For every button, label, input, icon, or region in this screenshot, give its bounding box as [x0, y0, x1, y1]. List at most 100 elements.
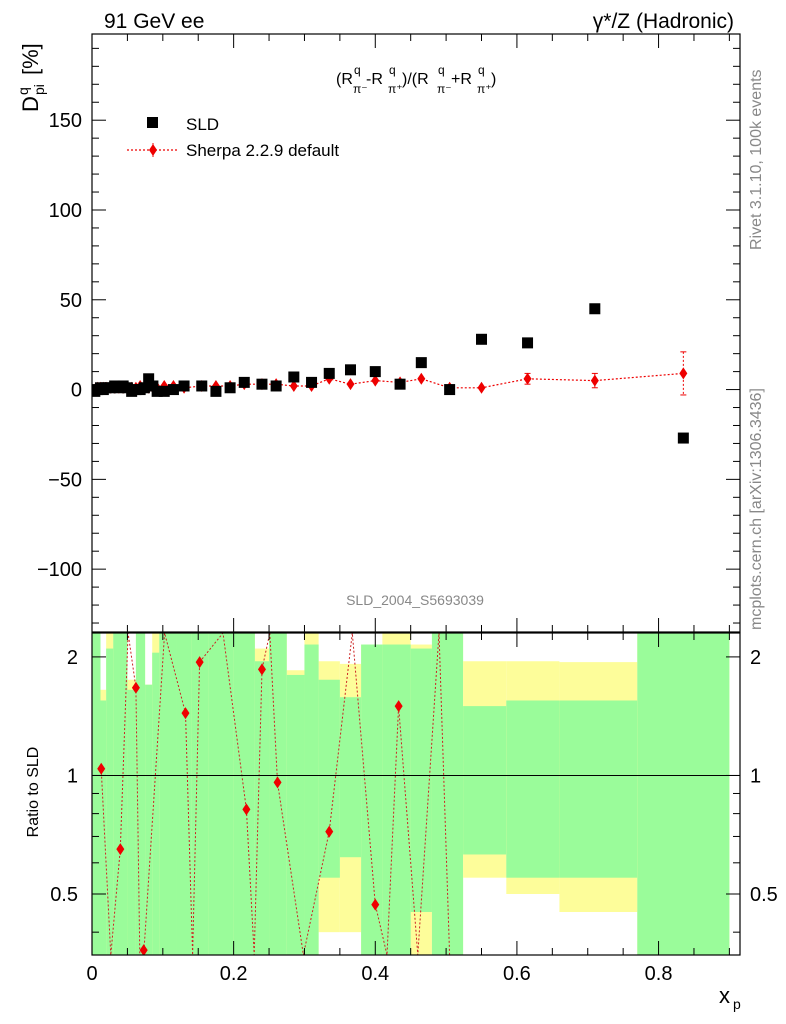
ratio-band-inner	[269, 633, 287, 955]
svg-text:π⁻: π⁻	[353, 82, 368, 96]
mc-point	[679, 367, 688, 380]
main-marks	[92, 303, 689, 444]
sld-point	[224, 382, 236, 394]
ratio-band-inner	[410, 648, 432, 913]
ratio-ticks: 0 0.2 0.4 0.6 0.8 2 2 1 1 0.5 0.5	[50, 633, 778, 985]
y-tick-label: 0	[71, 380, 82, 402]
ratio-band-inner	[191, 633, 209, 955]
mc-point	[371, 374, 380, 387]
svg-text:[%]: [%]	[18, 43, 43, 75]
mc-point	[590, 374, 599, 387]
sld-point	[394, 378, 406, 390]
ratio-band-inner	[339, 697, 362, 858]
x-tick-label: 0.2	[220, 963, 248, 985]
main-frame	[91, 33, 741, 633]
formula-title: (R q π⁻ -R q π⁺ )/(R q π⁻ +R q π⁺ )	[336, 63, 496, 96]
ratio-marks	[92, 633, 740, 955]
ratio-band-inner	[159, 633, 177, 955]
y-tick-label: −50	[48, 469, 82, 491]
ratio-mc-point	[371, 898, 380, 911]
ratio-mc-point	[131, 681, 140, 694]
svg-text:): )	[491, 71, 496, 88]
ratio-band-inner	[208, 633, 234, 955]
x-tick-label: 0.4	[361, 963, 389, 985]
mc-point	[346, 378, 355, 391]
sld-point	[344, 364, 356, 376]
ratio-band-inner	[113, 633, 128, 955]
sld-point	[151, 385, 163, 397]
ratio-mc-point	[195, 656, 204, 669]
mc-point	[477, 381, 486, 394]
sld-point	[210, 385, 222, 397]
sld-point	[369, 366, 381, 378]
mc-point	[417, 372, 426, 385]
mc-point	[523, 372, 532, 385]
ratio-band-inner	[254, 661, 270, 955]
ratio-band-inner	[135, 633, 146, 955]
sld-point	[476, 333, 488, 345]
y-tick-label: −100	[37, 559, 82, 581]
svg-text:q: q	[438, 63, 445, 77]
svg-text:+R: +R	[451, 71, 472, 88]
ratio-band-inner	[463, 706, 507, 855]
svg-text:q: q	[478, 63, 485, 77]
sld-point	[138, 382, 150, 394]
svg-text:pi: pi	[31, 84, 47, 95]
ratio-band-inner	[286, 674, 305, 955]
ratio-band-inner	[92, 633, 101, 955]
ratio-band-inner	[361, 644, 383, 955]
svg-text:q: q	[389, 63, 396, 77]
x-tick-label: 0	[86, 963, 97, 985]
sld-point	[143, 373, 155, 385]
main-panel: 150 100 50 0 −50 −100 D q pi [%] (R q π⁻ -R q…	[15, 33, 741, 633]
sld-point	[288, 371, 300, 383]
ratio-mc-point	[394, 700, 403, 713]
ratio-y-tick-label: 2	[67, 647, 78, 669]
mc-point	[289, 379, 298, 392]
ratio-band-inner	[559, 700, 638, 878]
svg-text:x: x	[719, 983, 730, 1008]
ratio-frame	[91, 632, 741, 956]
ratio-band-inner	[176, 633, 192, 955]
ratio-band-inner	[318, 679, 340, 878]
ratio-mc-line	[100, 633, 451, 955]
sld-point	[238, 376, 250, 388]
y-tick-label: 100	[49, 200, 82, 222]
legend: SLD Sherpa 2.2.9 default	[127, 115, 339, 160]
sld-point	[444, 384, 456, 396]
sld-point	[522, 337, 534, 349]
y-tick-label: 50	[60, 290, 82, 312]
sld-point	[677, 432, 689, 444]
ratio-band-inner	[506, 700, 560, 878]
ratio-band-inner	[145, 684, 153, 955]
ratio-band-inner	[106, 648, 114, 955]
main-ticks: 150 100 50 0 −50 −100	[37, 34, 740, 632]
ratio-y-tick-label-right: 1	[750, 765, 761, 787]
x-axis-label: x p	[719, 983, 741, 1012]
ratio-band-inner	[304, 644, 319, 955]
sld-point	[323, 367, 335, 379]
ratio-mc-point	[273, 776, 282, 789]
mcplots-label: mcplots.cern.ch [arXiv:1306.3436]	[748, 388, 765, 630]
ratio-mc-point	[242, 803, 251, 816]
svg-text:(R: (R	[336, 71, 353, 88]
sld-point	[415, 357, 427, 369]
x-tick-label: 0.6	[503, 963, 531, 985]
sld-point	[589, 303, 601, 315]
x-tick-label: 0.8	[645, 963, 673, 985]
ratio-band-inner	[100, 700, 107, 955]
watermark: SLD_2004_S5693039	[346, 592, 484, 608]
ratio-mc-point	[116, 843, 125, 856]
main-ylabel: D q pi [%]	[15, 43, 47, 112]
ratio-mc-point	[97, 762, 106, 775]
svg-text:π⁺: π⁺	[477, 82, 492, 96]
sld-point	[167, 384, 179, 396]
svg-text:-R: -R	[366, 71, 383, 88]
legend-label-sld: SLD	[186, 115, 219, 134]
right-title: γ*/Z (Hadronic)	[593, 10, 734, 33]
legend-marker-mc	[149, 144, 157, 156]
ratio-band-inner	[127, 689, 136, 955]
sld-point	[158, 385, 170, 397]
svg-text:D: D	[18, 96, 43, 112]
